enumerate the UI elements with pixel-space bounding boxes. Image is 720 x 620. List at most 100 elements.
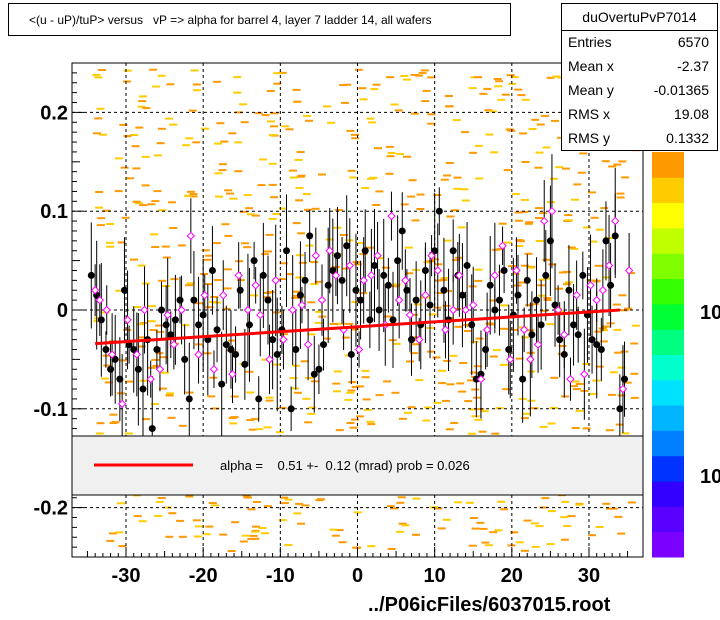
y-tick-label: -0.1 — [34, 399, 68, 421]
black-point — [551, 301, 559, 309]
density-cell — [515, 357, 524, 360]
magenta-point — [533, 340, 543, 349]
black-point — [213, 326, 221, 334]
density-cell — [168, 201, 176, 204]
density-cell — [292, 290, 301, 293]
density-cell — [423, 406, 432, 409]
magenta-point — [506, 355, 515, 364]
density-cell — [525, 304, 534, 307]
density-cell — [234, 170, 243, 173]
magenta-point — [146, 374, 155, 384]
density-cell — [234, 141, 243, 144]
color-scale-swatch — [652, 455, 684, 482]
density-cell — [383, 380, 392, 383]
density-cell — [366, 420, 375, 423]
black-point — [190, 296, 198, 304]
density-cell — [257, 184, 266, 187]
density-cell — [245, 207, 254, 210]
black-point — [523, 276, 531, 284]
magenta-point — [288, 305, 297, 315]
density-cell — [474, 418, 483, 421]
density-cell — [410, 74, 419, 76]
density-cell — [121, 216, 130, 219]
density-cell — [339, 84, 348, 87]
magenta-point — [512, 266, 521, 275]
magenta-point — [107, 350, 117, 359]
density-cell — [485, 133, 494, 136]
density-cell — [147, 366, 156, 369]
density-cell — [594, 264, 603, 267]
color-scale-swatch — [652, 278, 684, 305]
black-point — [250, 257, 258, 265]
density-cell — [98, 69, 107, 71]
color-scale-swatch — [652, 227, 684, 254]
color-scale-swatch — [652, 177, 684, 204]
density-cell — [223, 287, 232, 290]
density-cell — [307, 301, 316, 304]
density-cell — [333, 370, 342, 373]
density-cell — [595, 228, 604, 231]
density-cell — [194, 535, 202, 538]
density-cell — [347, 389, 356, 392]
density-cell — [115, 289, 124, 292]
black-point — [593, 341, 601, 349]
density-cell — [442, 518, 451, 521]
density-cell — [561, 395, 569, 398]
density-cell — [247, 508, 256, 511]
density-cell — [227, 550, 236, 552]
density-cell — [595, 365, 604, 368]
black-point — [306, 232, 314, 240]
density-cell — [427, 113, 436, 116]
black-point — [380, 271, 388, 279]
magenta-point — [228, 370, 237, 379]
density-cell — [242, 495, 251, 498]
density-cell — [239, 103, 248, 106]
density-cell — [489, 531, 498, 534]
density-cell — [538, 294, 546, 297]
density-cell — [445, 95, 453, 97]
black-point — [116, 375, 124, 383]
density-cell — [280, 496, 289, 499]
density-cell — [123, 135, 132, 138]
density-cell — [461, 199, 470, 202]
density-cell — [293, 100, 302, 103]
black-point — [579, 271, 587, 279]
magenta-point — [354, 345, 364, 354]
density-cell — [241, 242, 249, 245]
density-cell — [385, 145, 394, 148]
density-cell — [292, 294, 301, 297]
black-point — [482, 346, 490, 354]
density-cell — [563, 525, 572, 527]
density-cell — [216, 122, 225, 125]
density-cell — [400, 75, 409, 77]
fit-line-group — [95, 308, 620, 346]
density-cell — [404, 411, 412, 414]
density-cell — [530, 407, 539, 410]
density-cell — [600, 329, 608, 332]
density-cell — [169, 123, 178, 126]
density-cell — [493, 78, 502, 80]
density-cell — [168, 512, 177, 515]
density-cell — [500, 508, 509, 511]
density-cell — [525, 221, 534, 224]
magenta-point — [265, 355, 274, 364]
density-cell — [564, 214, 573, 217]
density-cell — [335, 429, 344, 432]
density-cell — [139, 95, 148, 98]
density-cell — [511, 193, 520, 196]
density-cell — [630, 342, 639, 345]
density-cell — [420, 69, 429, 72]
black-point — [500, 266, 508, 274]
black-point — [107, 365, 115, 373]
density-cell — [515, 239, 524, 242]
density-cell — [255, 428, 264, 431]
density-cell — [147, 203, 156, 206]
black-point — [528, 331, 536, 339]
density-cell — [214, 172, 223, 175]
density-cell — [165, 394, 174, 397]
density-cell — [118, 545, 127, 548]
density-cell — [137, 345, 146, 348]
density-cell — [147, 320, 156, 323]
density-cell — [148, 305, 156, 308]
density-cell — [391, 285, 400, 288]
